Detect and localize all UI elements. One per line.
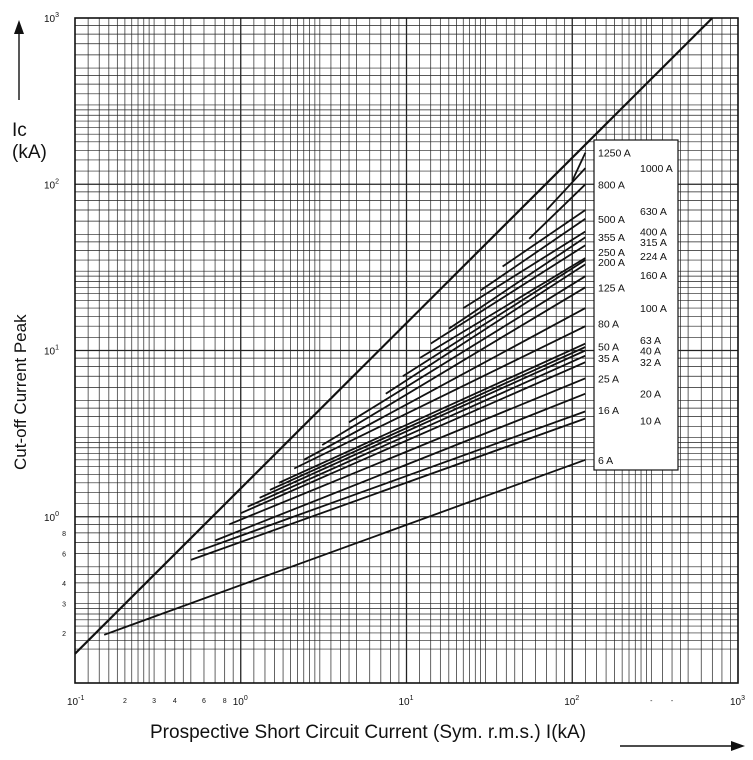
series-label-400a: 400 A [640,227,667,239]
x-axis-arrow-icon [620,741,745,751]
series-label-630a: 630 A [640,206,667,218]
series-label-25a: 25 A [598,373,619,385]
series-envelope-line [74,17,714,655]
series-line-80a [293,325,586,470]
ic-unit-label: Ic (kA) [12,120,47,164]
series-label-500a: 500 A [598,214,625,226]
series-line-100a [303,307,586,461]
series-line-355a [448,236,586,330]
series-label-80a: 80 A [598,319,619,331]
y-tick-major-label: 102 [44,178,59,191]
plot-frame [74,17,739,684]
series-line-400a [462,230,586,309]
y-axis-title: Cut-off Current Peak [11,314,30,470]
y-tick-major-label: 101 [44,345,59,358]
x-tick-major-label: 10-1 [67,695,84,708]
series-line-500a [480,218,586,292]
series-line-6a [103,458,586,636]
series-line-25a [228,377,586,526]
series-line-40a [259,349,586,499]
x-tick-minor-label: - [650,698,653,705]
series-label-35a: 35 A [598,353,619,365]
series-line-200a [385,263,586,395]
x-tick-major-label: 101 [399,695,414,708]
rating-labels-box: 1250 A 1000 A 800 A 630 A 500 A 400 A 355 A 315… [593,139,679,471]
series-line-160a [348,275,586,424]
series-line-250a [419,257,586,359]
series-line-630a [502,209,586,268]
series-label-224a: 224 A [640,251,667,263]
series-line-224a [402,259,586,378]
y-tick-minor-label: 2 [62,631,66,638]
x-axis-title: Prospective Short Circuit Current (Sym. … [150,722,587,743]
grid [75,18,738,683]
series-line-800a [528,183,587,240]
series-label-6a: 6 A [598,455,613,467]
series-label-10a: 10 A [640,415,661,427]
series-label-20a: 20 A [640,389,661,401]
series-line-35a [247,354,586,508]
x-tick-minor-label: 3 [152,698,156,705]
series-label-63a: 63 A [640,335,661,347]
x-tick-minor-label: 4 [173,698,177,705]
x-tick-major-label: 103 [730,695,745,708]
ic-label-line-2: (kA) [12,142,47,163]
series-label-32a: 32 A [640,357,661,369]
series-label-100a: 100 A [640,303,667,315]
ic-label-line-1: Ic [12,120,27,141]
series-label-800a: 800 A [598,179,625,191]
series-line-315a [430,244,586,345]
x-tick-major-label: 102 [564,695,579,708]
series-line-50a [269,346,586,491]
series-line-125a [321,286,586,446]
y-tick-major-label: 103 [44,12,59,25]
series-lines [74,17,714,655]
series-label-160a: 160 A [640,270,667,282]
x-tick-major-label: 100 [233,695,248,708]
series-line-10a [190,417,586,561]
series-label-40a: 40 A [640,346,661,358]
x-tick-minor-label: 6 [202,698,206,705]
y-tick-minor-label: 3 [62,602,66,609]
series-label-355a: 355 A [598,232,625,244]
series-label-200a: 200 A [598,257,625,269]
series-line-32a [240,361,586,515]
series-label-315a: 315 A [640,237,667,249]
y-tick-minor-label: 8 [62,531,66,538]
x-tick-minor-label: - [671,698,674,705]
y-tick-minor-label: 6 [62,552,66,559]
series-label-1250a: 1250 A [598,148,631,160]
y-axis-arrow-icon [14,20,24,100]
series-label-16a: 16 A [598,405,619,417]
tick-labels: 10-1 100 101 102 103 2 3 4 6 8 - - 100 101 102 103 8 6 4 3 2 [44,12,745,708]
y-tick-major-label: 100 [44,511,59,524]
series-label-250a: 250 A [598,247,625,259]
series-label-50a: 50 A [598,341,619,353]
series-line-1000a [545,167,587,211]
rating-box [593,139,679,471]
x-tick-minor-label: 8 [223,698,227,705]
x-tick-minor-label: 2 [123,698,127,705]
series-line-16a [197,410,586,553]
series-label-1000a: 1000 A [640,163,673,175]
series-label-125a: 125 A [598,282,625,294]
series-line-63a [278,342,586,484]
series-line-20a [214,392,586,542]
series-line-1250a [571,152,587,182]
y-tick-minor-label: 4 [62,581,66,588]
